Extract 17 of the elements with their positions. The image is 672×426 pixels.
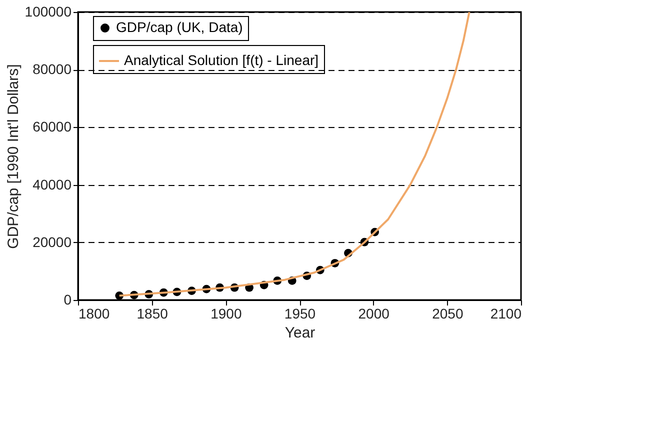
y-tick-label: 80000 xyxy=(32,61,72,78)
x-tick-label: 1900 xyxy=(210,306,242,322)
y-tick-label: 20000 xyxy=(32,234,72,250)
legend-label: Analytical Solution [f(t) - Linear] xyxy=(124,52,319,68)
y-tick-label: 0 xyxy=(64,292,72,308)
legend-label: GDP/cap (UK, Data) xyxy=(116,19,243,35)
x-tick-label: 2100 xyxy=(490,306,522,322)
x-axis-title: Year xyxy=(284,324,316,342)
y-tick-label: 40000 xyxy=(32,176,72,192)
x-tick-label: 2050 xyxy=(432,306,464,322)
x-tick-label: 1850 xyxy=(136,306,168,322)
x-tick-label: 1800 xyxy=(78,306,110,322)
x-tick-label: 1950 xyxy=(284,306,316,322)
y-tick-label: 100000 xyxy=(24,4,72,20)
y-axis-title: GDP/cap [1990 Int'l Dollars] xyxy=(4,64,22,249)
y-tick-label: 60000 xyxy=(32,118,72,135)
x-tick-label: 2000 xyxy=(358,306,390,322)
